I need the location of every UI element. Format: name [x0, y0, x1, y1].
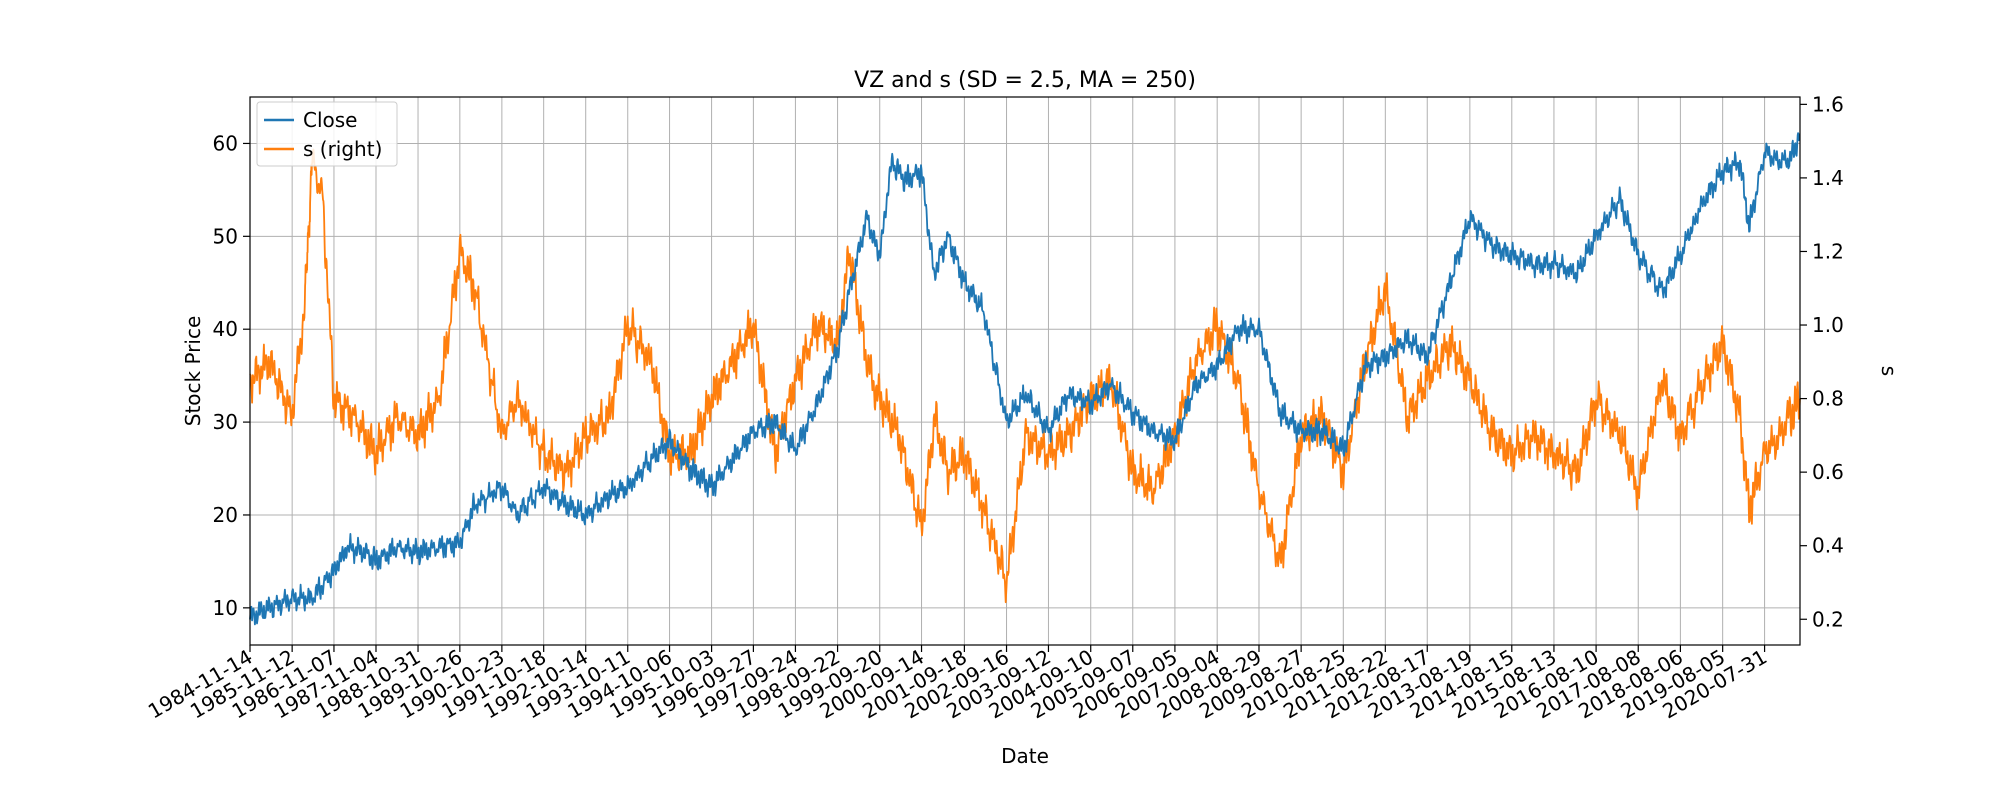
y-tick-label: 50 — [213, 224, 238, 248]
series-close-line — [249, 132, 1801, 626]
y-tick-label: 60 — [213, 131, 238, 155]
y-tick-label: 40 — [213, 317, 238, 341]
legend-label-close: Close — [303, 108, 357, 132]
y-tick-label: 30 — [213, 410, 238, 434]
y-axis-right: 0.2 0.4 0.6 0.8 1.0 1.2 1.4 1.6 — [1800, 92, 1844, 631]
series-layer — [249, 132, 1801, 626]
y-right-tick-label: 0.6 — [1812, 460, 1844, 484]
y-right-tick-label: 1.6 — [1812, 92, 1844, 116]
grid — [249, 97, 1800, 645]
chart-title: VZ and s (SD = 2.5, MA = 250) — [854, 68, 1196, 93]
y-right-tick-label: 1.2 — [1812, 239, 1844, 263]
y-axis-right-title: s — [1877, 366, 1901, 376]
legend: Close s (right) — [256, 101, 398, 167]
x-axis: 1984-11-141985-11-121986-11-071987-11-04… — [144, 645, 1771, 724]
x-axis-title: Date — [1001, 744, 1049, 768]
y-axis-left: 10 20 30 40 50 60 — [213, 131, 250, 620]
plot-frame — [249, 96, 1801, 646]
y-tick-label: 20 — [213, 503, 238, 527]
legend-label-s: s (right) — [303, 137, 382, 161]
y-axis-title: Stock Price — [181, 316, 205, 427]
y-right-tick-label: 1.0 — [1812, 313, 1844, 337]
y-tick-label: 10 — [213, 596, 238, 620]
y-right-tick-label: 0.4 — [1812, 534, 1844, 558]
y-right-tick-label: 0.2 — [1812, 607, 1844, 631]
y-right-tick-label: 0.8 — [1812, 387, 1844, 411]
series-s-line — [249, 148, 1801, 604]
y-right-tick-label: 1.4 — [1812, 166, 1844, 190]
